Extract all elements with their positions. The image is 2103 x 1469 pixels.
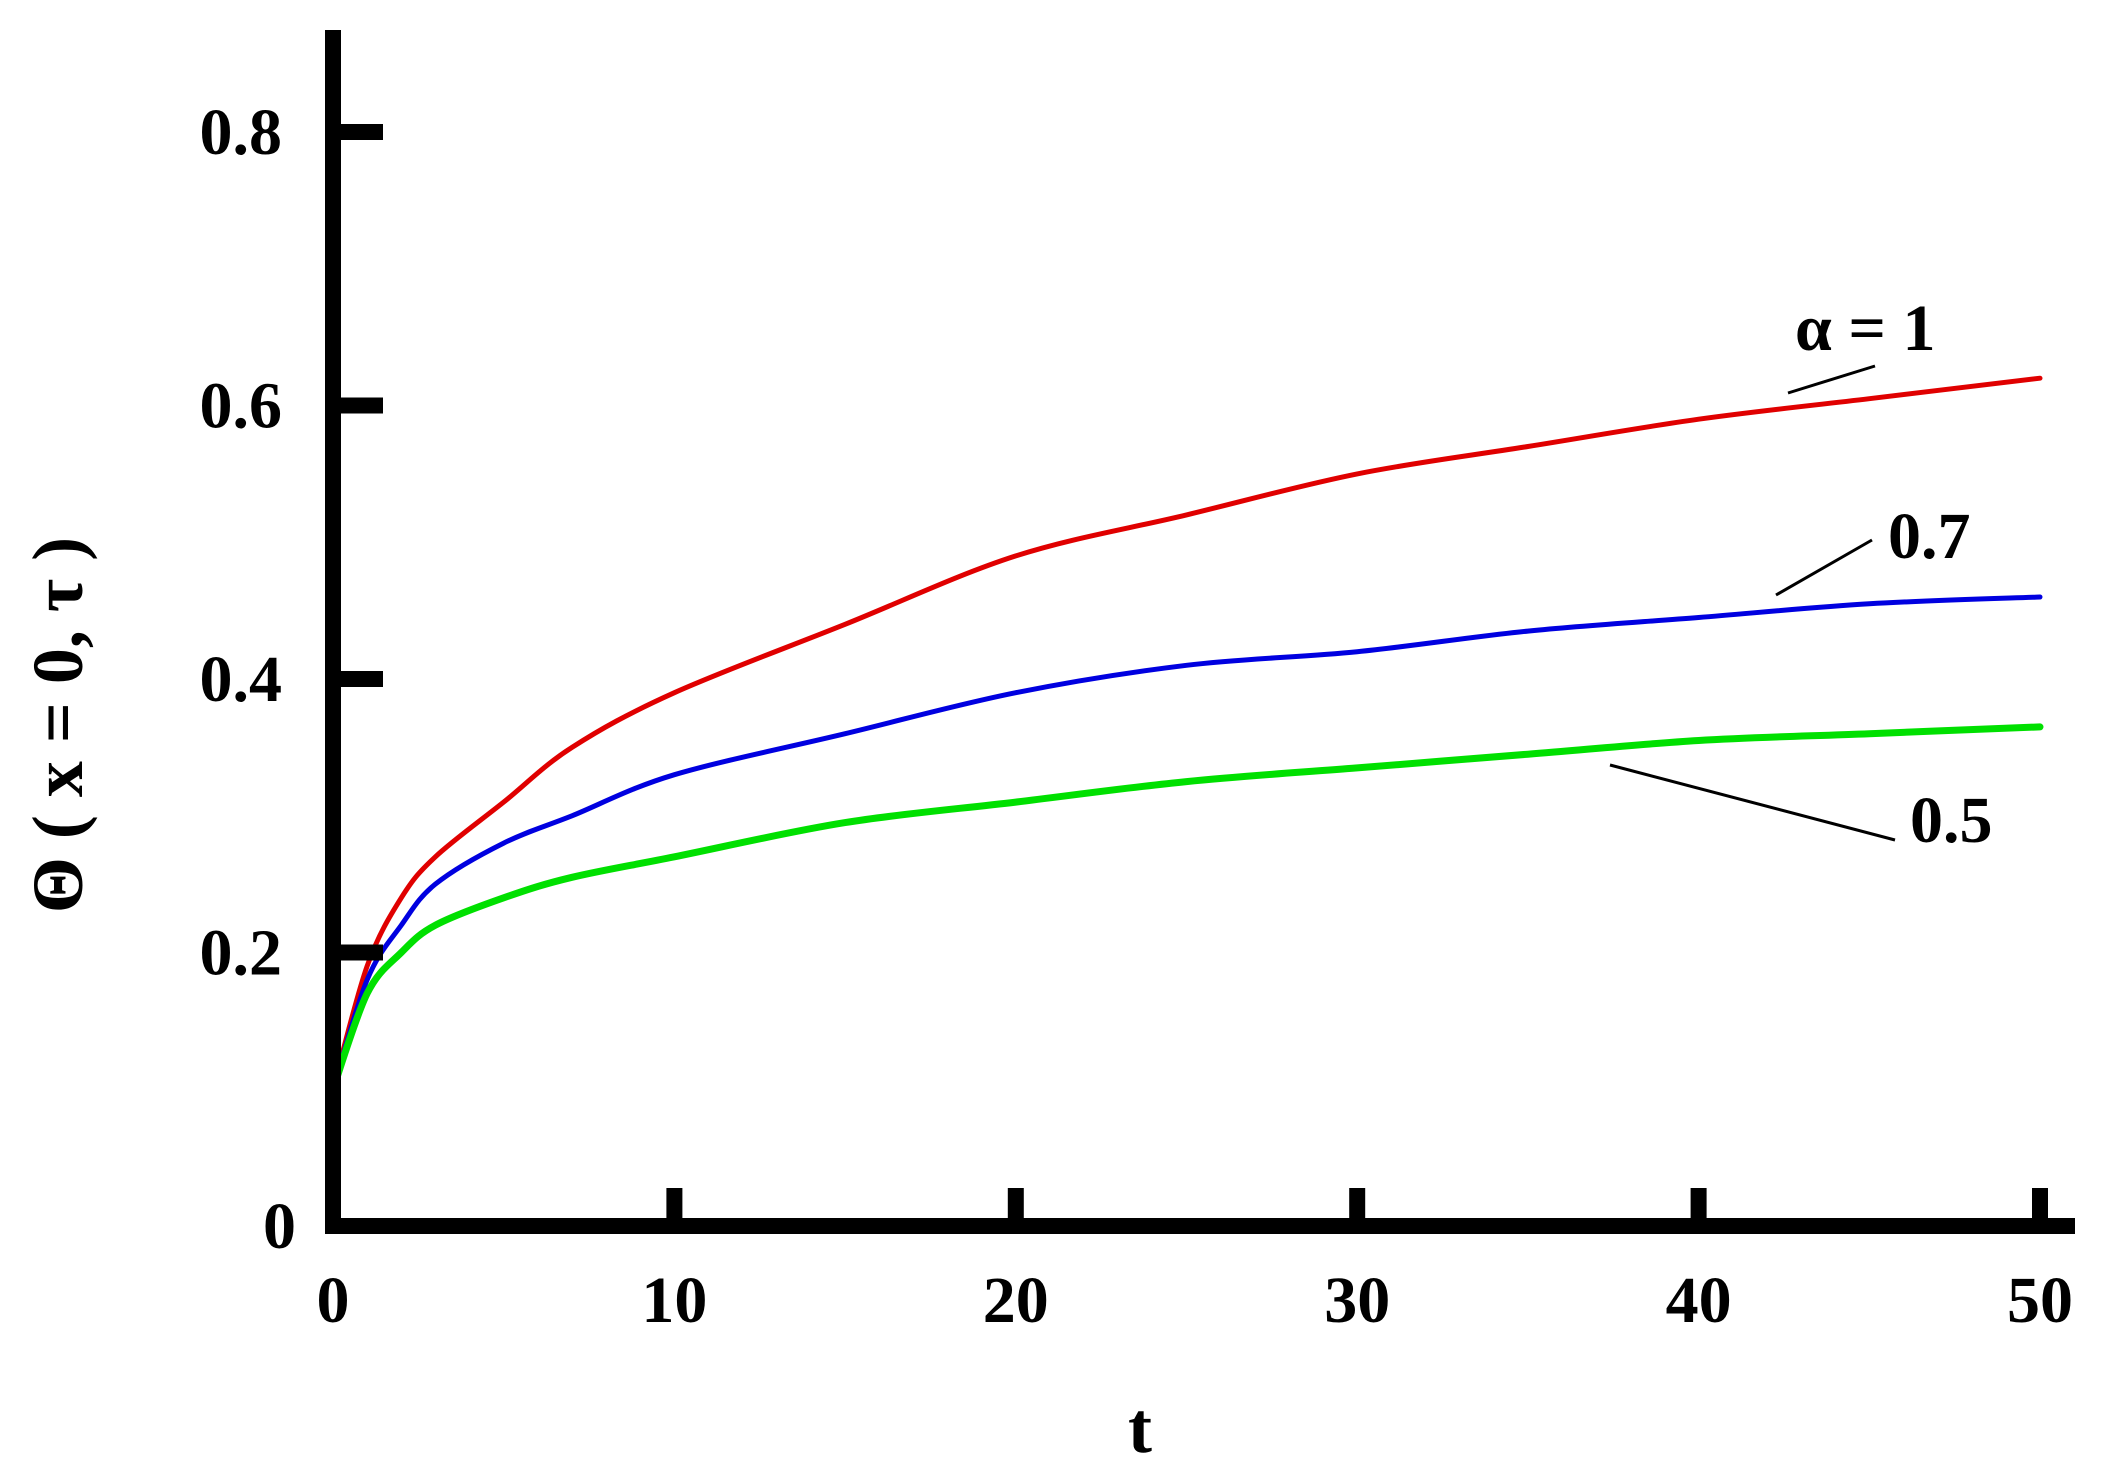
x-tick-label-1: 10	[641, 1264, 707, 1337]
annotation-label-2: 0.7	[1888, 500, 1971, 573]
series-line-3	[329, 723, 2044, 1093]
annotation-leader-1	[1787, 364, 1876, 395]
annotation-label-1: α = 1	[1795, 292, 1935, 365]
y-tick-label-2: 0.4	[200, 643, 283, 716]
x-tick-label-4: 40	[1666, 1264, 1732, 1337]
x-tick-label-0: 0	[317, 1264, 350, 1337]
y-tick-label-1: 0.2	[200, 917, 283, 990]
tick-labels: 0 10 20 30 40 50 0 0.2 0.4 0.6 0.8	[200, 96, 2074, 1337]
series-layer	[329, 375, 2044, 1093]
series-line-1	[330, 375, 2043, 1092]
annotation-leader-3	[1609, 763, 1896, 842]
y-tick-label-3: 0.6	[200, 370, 283, 443]
annotation-layer: α = 1 0.7 0.5	[1609, 292, 1993, 857]
x-tick-label-2: 20	[983, 1264, 1049, 1337]
axes-layer	[325, 30, 2075, 1234]
x-tick-label-5: 50	[2007, 1264, 2073, 1337]
annotation-leader-2	[1775, 538, 1873, 597]
x-axis-title: t	[1128, 1388, 1152, 1468]
y-tick-label-0: 0	[263, 1190, 296, 1263]
x-tick-label-3: 30	[1324, 1264, 1390, 1337]
annotation-label-3: 0.5	[1910, 784, 1993, 857]
series-line-2	[330, 594, 2043, 1092]
y-tick-label-4: 0.8	[200, 96, 283, 169]
y-axis-title: Θ ( x = 0, τ )	[18, 537, 98, 913]
